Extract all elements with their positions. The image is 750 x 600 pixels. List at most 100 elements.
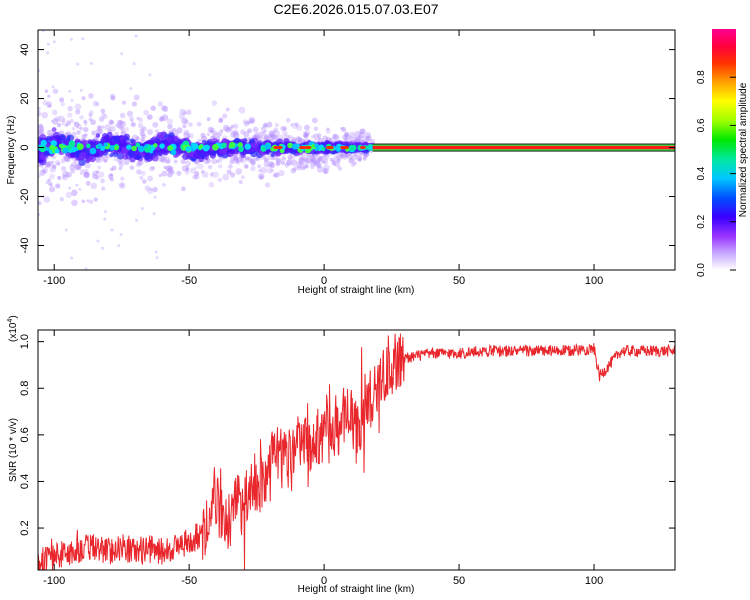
band-blob (251, 142, 258, 149)
noise-blob (116, 124, 121, 129)
noise-blob (217, 130, 223, 137)
noise-blob (294, 122, 299, 127)
noise-blob (303, 130, 307, 135)
noise-blob (249, 157, 255, 164)
noise-blob (348, 158, 354, 164)
peak-spot (159, 143, 165, 149)
noise-blob (282, 130, 288, 136)
noise-blob (51, 155, 56, 160)
noise-blob (103, 210, 107, 214)
spectrogram-y-ticks: -40 -20 0 20 40 (19, 43, 675, 253)
noise-blob (297, 165, 303, 171)
noise-blob (266, 164, 270, 168)
noise-blob (74, 163, 81, 171)
noise-blob (222, 173, 230, 181)
noise-blob (281, 160, 286, 166)
noise-blob (57, 176, 62, 181)
noise-blob (329, 137, 334, 142)
noise-blob (232, 132, 240, 139)
peak-spot (49, 144, 55, 151)
noise-blob (153, 195, 157, 199)
noise-blob (317, 133, 322, 138)
noise-blob (235, 160, 240, 165)
noise-blob (118, 159, 123, 165)
noise-blob (194, 166, 198, 170)
noise-blob (322, 135, 329, 142)
spectrogram-frame (37, 29, 676, 271)
noise-blob (209, 173, 214, 178)
noise-blob (236, 156, 244, 163)
noise-blob (74, 163, 82, 171)
noise-blob (45, 180, 49, 185)
noise-blob (291, 122, 298, 130)
noise-blob (312, 133, 319, 140)
noise-blob (118, 125, 123, 130)
noise-blob (292, 137, 297, 142)
noise-blob (352, 160, 357, 166)
noise-blob (268, 161, 274, 167)
noise-blob (272, 173, 278, 178)
peak-spot (89, 147, 97, 155)
noise-blob (267, 167, 273, 174)
peak-spot (198, 144, 203, 149)
noise-blob (52, 165, 57, 170)
noise-blob (83, 171, 90, 178)
noise-blob (159, 116, 165, 122)
noise-blob (188, 122, 193, 127)
noise-blob (365, 136, 370, 141)
noise-blob (90, 119, 96, 126)
peak-spot (58, 143, 64, 149)
noise-blob (103, 217, 107, 221)
noise-blob (95, 137, 99, 142)
band-blob (46, 135, 51, 141)
noise-blob (185, 170, 190, 175)
noise-blob (100, 108, 106, 114)
snr-y-ticks: 0.2 0.4 0.6 0.8 1.0 (19, 334, 675, 536)
noise-blob (109, 167, 114, 172)
x-tick-label: 0 (321, 575, 327, 587)
noise-blob (201, 171, 209, 179)
noise-blob (139, 128, 145, 133)
noise-blob (258, 173, 265, 180)
noise-blob (200, 169, 205, 174)
noise-blob (136, 169, 142, 175)
noise-blob (355, 136, 362, 143)
noise-blob (263, 128, 268, 133)
noise-blob (250, 165, 256, 172)
noise-blob (220, 129, 224, 133)
noise-blob (147, 175, 153, 182)
spectrogram-x-label: Height of straight line (km) (298, 285, 415, 296)
noise-blob (361, 135, 367, 141)
noise-blob (181, 117, 188, 125)
noise-blob (304, 132, 310, 137)
noise-blob (341, 126, 347, 133)
x-tick-label: -50 (181, 575, 197, 587)
noise-blob (51, 164, 56, 169)
noise-blob (316, 166, 324, 173)
peak-spot (39, 145, 47, 153)
colorbar: 0.0 0.2 0.4 0.6 0.8 Normalized spectral ampl… (696, 29, 749, 277)
noise-blob (148, 73, 152, 77)
noise-blob (350, 155, 357, 161)
noise-blob (354, 130, 362, 138)
noise-blob (60, 158, 66, 164)
noise-blob (38, 212, 41, 216)
peak-spot (97, 143, 103, 149)
noise-blob (64, 228, 68, 232)
noise-blob (86, 199, 90, 203)
peak-spot (76, 143, 84, 151)
colorbar-gradient (712, 29, 736, 270)
noise-blob (318, 156, 323, 161)
peak-spot (126, 144, 132, 150)
spectrogram-x-ticks: -100 -50 0 50 100 (43, 30, 603, 287)
noise-blob (339, 153, 344, 158)
noise-blob (325, 128, 331, 134)
noise-blob (254, 132, 261, 138)
peak-spot (348, 144, 355, 151)
noise-blob (70, 98, 74, 102)
noise-blob (41, 30, 45, 33)
band-blob (176, 149, 182, 154)
noise-blob (49, 166, 56, 173)
noise-blob (120, 183, 124, 187)
noise-blob (263, 158, 268, 162)
